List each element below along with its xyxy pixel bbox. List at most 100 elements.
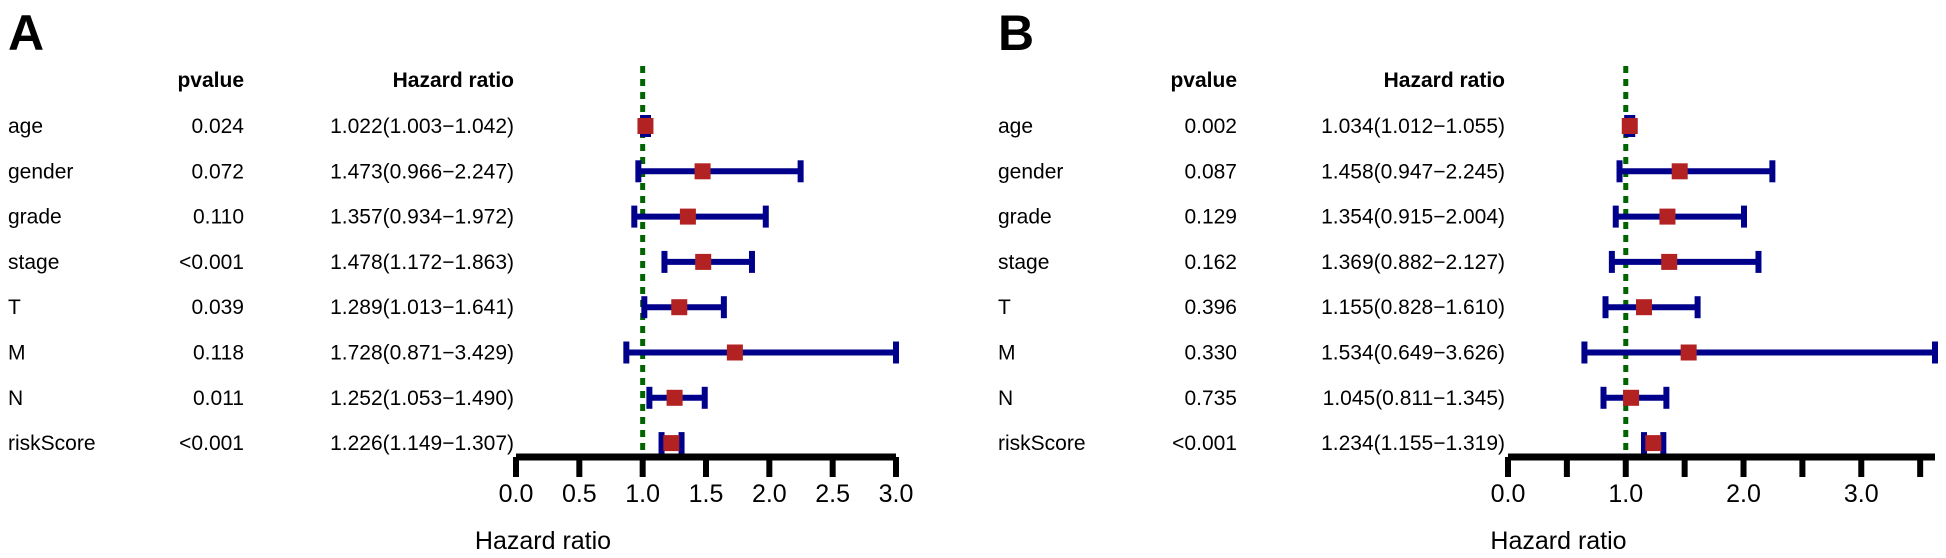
hr-point xyxy=(679,208,696,225)
hr-point xyxy=(637,118,654,134)
table-row-riskscore: riskScore <0.001 1.226(1.149−1.307) xyxy=(8,432,685,455)
hazard-ratio-cell: 1.478(1.172−1.863) xyxy=(330,251,514,274)
hazard-ratio-cell: 1.022(1.003−1.042) xyxy=(330,115,514,138)
variable-label: grade xyxy=(998,206,1052,229)
x-tick-label: 3.0 xyxy=(879,480,914,508)
x-axis-title: Hazard ratio xyxy=(475,527,611,555)
pvalue-cell: <0.001 xyxy=(179,251,244,274)
hr-point xyxy=(695,253,712,270)
variable-label: age xyxy=(998,115,1033,138)
hr-point xyxy=(1661,253,1678,270)
pvalue-cell: 0.110 xyxy=(193,206,244,229)
pvalue-cell: 0.072 xyxy=(191,160,244,183)
hr-point xyxy=(1645,435,1662,452)
pvalue-cell: 0.330 xyxy=(1184,342,1237,365)
table-row-gender: gender 0.072 1.473(0.966−2.247) xyxy=(8,160,804,183)
panel-letter: B xyxy=(998,5,1034,61)
table-row-m: M 0.330 1.534(0.649−3.626) xyxy=(998,341,1938,365)
hazard-ratio-cell: 1.034(1.012−1.055) xyxy=(1321,115,1505,138)
table-row-grade: grade 0.110 1.357(0.934−1.972) xyxy=(8,205,769,229)
pvalue-cell: <0.001 xyxy=(1172,432,1237,455)
pvalue-cell: 0.735 xyxy=(1184,387,1237,410)
x-tick-label: 0.5 xyxy=(562,480,597,508)
hr-point xyxy=(1659,208,1676,225)
hr-point xyxy=(1621,118,1638,134)
pvalue-cell: 0.002 xyxy=(1184,115,1237,138)
variable-label: M xyxy=(998,342,1016,365)
variable-label: M xyxy=(8,342,26,365)
variable-label: stage xyxy=(998,251,1049,274)
x-tick-label: 1.5 xyxy=(689,480,724,508)
pvalue-cell: 0.024 xyxy=(191,115,244,138)
x-tick-label: 2.0 xyxy=(1726,480,1761,508)
hr-point xyxy=(666,389,683,406)
hr-point xyxy=(726,344,743,361)
hr-point xyxy=(694,163,711,180)
variable-label: age xyxy=(8,115,43,138)
column-header-hazard-ratio: Hazard ratio xyxy=(393,69,514,92)
pvalue-cell: 0.011 xyxy=(193,387,244,410)
x-tick-label: 0.0 xyxy=(499,480,534,508)
hazard-ratio-cell: 1.045(0.811−1.345) xyxy=(1323,387,1505,410)
hr-point xyxy=(1636,299,1653,316)
hazard-ratio-cell: 1.369(0.882−2.127) xyxy=(1321,251,1505,274)
column-header-pvalue: pvalue xyxy=(177,69,244,92)
table-row-m: M 0.118 1.728(0.871−3.429) xyxy=(8,341,899,365)
variable-label: T xyxy=(998,296,1011,319)
table-row-stage: stage 0.162 1.369(0.882−2.127) xyxy=(998,250,1762,274)
x-tick-label: 1.0 xyxy=(1608,480,1643,508)
variable-label: riskScore xyxy=(998,432,1086,455)
table-row-grade: grade 0.129 1.354(0.915−2.004) xyxy=(998,205,1747,229)
hr-point xyxy=(671,299,688,316)
table-row-t: T 0.039 1.289(1.013−1.641) xyxy=(8,296,727,319)
hazard-ratio-cell: 1.357(0.934−1.972) xyxy=(330,206,514,229)
hr-point xyxy=(663,435,680,452)
x-axis: 0.0 0.5 1.0 1.5 2.0 2.5 3.0 Hazard ratio xyxy=(475,453,914,555)
variable-label: stage xyxy=(8,251,59,274)
table-row-stage: stage <0.001 1.478(1.172−1.863) xyxy=(8,250,755,274)
x-tick-label: 3.0 xyxy=(1844,480,1879,508)
table-row-n: N 0.735 1.045(0.811−1.345) xyxy=(998,386,1670,410)
variable-label: grade xyxy=(8,206,62,229)
variable-label: gender xyxy=(8,160,73,183)
hazard-ratio-cell: 1.534(0.649−3.626) xyxy=(1321,342,1505,365)
column-header-pvalue: pvalue xyxy=(1170,69,1237,92)
x-axis: 0.0 1.0 2.0 3.0 Hazard ratio xyxy=(1490,453,1935,555)
table-row-riskscore: riskScore <0.001 1.234(1.155−1.319) xyxy=(998,432,1667,455)
pvalue-cell: 0.087 xyxy=(1184,160,1237,183)
hazard-ratio-cell: 1.155(0.828−1.610) xyxy=(1321,296,1505,319)
x-tick-label: 2.5 xyxy=(815,480,850,508)
variable-label: riskScore xyxy=(8,432,96,455)
variable-label: N xyxy=(8,387,23,410)
hazard-ratio-cell: 1.252(1.053−1.490) xyxy=(330,387,514,410)
hr-point xyxy=(1623,389,1640,406)
pvalue-cell: 0.039 xyxy=(191,296,244,319)
variable-label: gender xyxy=(998,160,1063,183)
hazard-ratio-cell: 1.728(0.871−3.429) xyxy=(330,342,514,365)
pvalue-cell: 0.396 xyxy=(1184,296,1237,319)
pvalue-cell: 0.162 xyxy=(1184,251,1237,274)
hr-point xyxy=(1680,344,1697,361)
hr-point xyxy=(1671,163,1688,180)
table-row-gender: gender 0.087 1.458(0.947−2.245) xyxy=(998,160,1776,183)
pvalue-cell: 0.118 xyxy=(193,342,244,365)
pvalue-cell: 0.129 xyxy=(1184,206,1237,229)
variable-label: N xyxy=(998,387,1013,410)
hazard-ratio-cell: 1.458(0.947−2.245) xyxy=(1321,160,1505,183)
pvalue-cell: <0.001 xyxy=(179,432,244,455)
column-header-hazard-ratio: Hazard ratio xyxy=(1384,69,1505,92)
hazard-ratio-cell: 1.473(0.966−2.247) xyxy=(330,160,514,183)
x-tick-label: 1.0 xyxy=(625,480,660,508)
x-tick-label: 0.0 xyxy=(1491,480,1526,508)
variable-label: T xyxy=(8,296,21,319)
hazard-ratio-cell: 1.234(1.155−1.319) xyxy=(1321,432,1505,455)
x-tick-label: 2.0 xyxy=(752,480,787,508)
table-row-age: age 0.024 1.022(1.003−1.042) xyxy=(8,115,654,138)
panel-letter: A xyxy=(8,5,44,61)
table-row-age: age 0.002 1.034(1.012−1.055) xyxy=(998,115,1638,138)
hazard-ratio-cell: 1.226(1.149−1.307) xyxy=(330,432,514,455)
hazard-ratio-cell: 1.289(1.013−1.641) xyxy=(330,296,514,319)
